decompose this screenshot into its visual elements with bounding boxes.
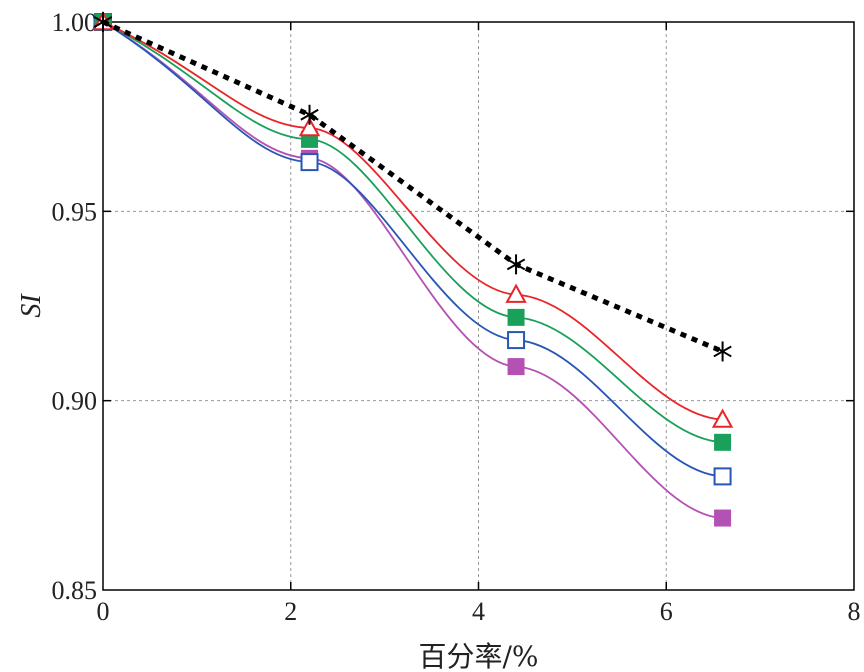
series-line — [102, 21, 723, 478]
series-2 — [92, 10, 734, 428]
data-point — [507, 358, 525, 376]
series-line — [102, 21, 723, 444]
series-3 — [94, 13, 732, 451]
data-point — [505, 283, 527, 303]
x-tick-label: 4 — [472, 597, 485, 626]
data-point — [714, 509, 732, 527]
series-line — [102, 21, 723, 519]
x-tick-label: 8 — [848, 597, 861, 626]
data-point — [93, 12, 113, 32]
series-layer — [92, 10, 734, 527]
data-point — [298, 116, 321, 137]
y-tick-label: 0.90 — [52, 387, 98, 416]
x-axis-label: 百分率/% — [418, 640, 538, 672]
data-point — [507, 331, 526, 350]
series-1 — [93, 12, 732, 362]
y-tick-label: 1.00 — [52, 8, 98, 37]
data-point — [713, 467, 732, 486]
data-point — [300, 104, 319, 125]
x-tick-label: 0 — [97, 597, 110, 626]
y-tick-label: 0.85 — [52, 576, 98, 605]
data-point — [711, 408, 734, 428]
data-point — [300, 153, 319, 172]
series-5 — [94, 13, 732, 527]
data-point — [507, 308, 525, 326]
grid-lines — [103, 22, 854, 590]
series-line — [101, 19, 724, 354]
data-point — [714, 433, 732, 451]
data-point — [713, 341, 732, 362]
y-axis-label: SI — [16, 293, 47, 318]
y-tick-label: 0.95 — [52, 197, 98, 226]
x-tick-label: 6 — [660, 597, 673, 626]
data-point — [506, 254, 526, 275]
x-tick-label: 2 — [284, 597, 297, 626]
axis-ticks: 0 2 4 6 8 0.85 0.90 0.95 1.00 — [52, 8, 861, 626]
series-line — [102, 21, 723, 421]
